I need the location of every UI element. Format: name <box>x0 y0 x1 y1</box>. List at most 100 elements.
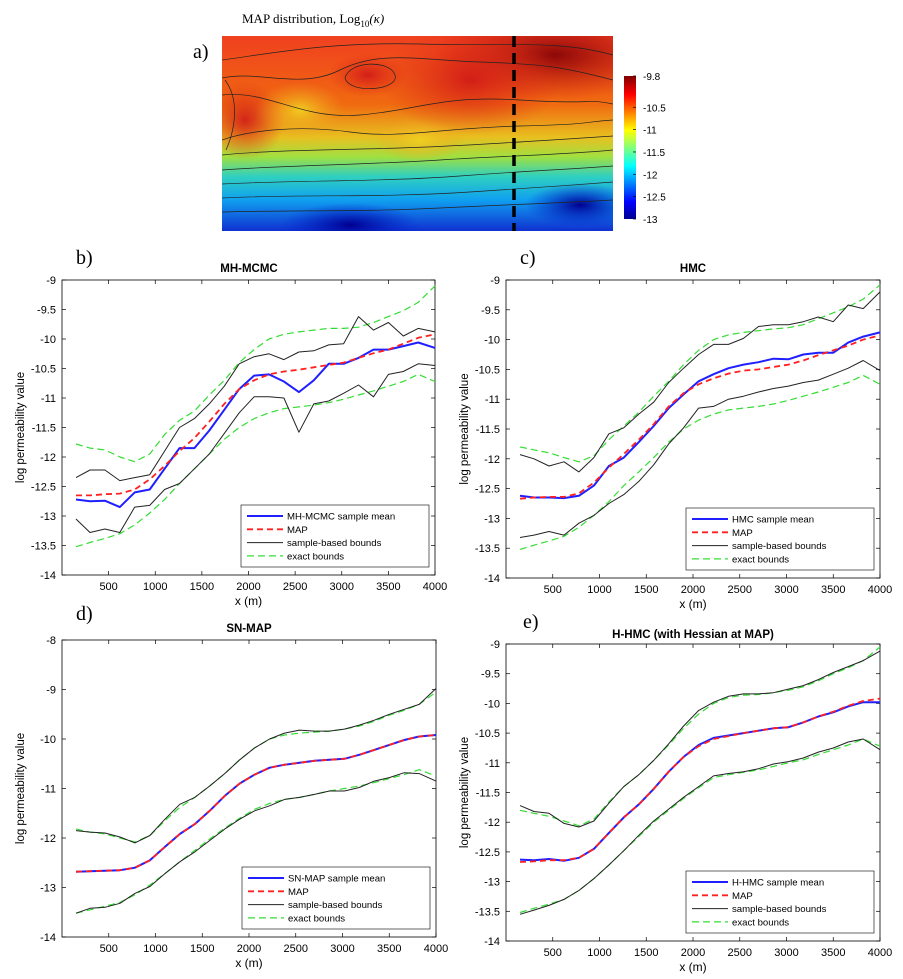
colorbar-scale <box>624 76 636 219</box>
chart-panel-2: c) HMC 500 1000 1500 2000 2500 3000 3500 4000 -9 -9… <box>459 247 892 611</box>
y-tick-label: -13.5 <box>31 541 56 553</box>
y-tick-label: -11.5 <box>32 423 56 435</box>
x-tick-label: 2000 <box>681 947 705 959</box>
y-tick-label: -11.5 <box>476 788 500 800</box>
legend: SN-MAP sample mean MAP sample-based bounds… <box>241 866 431 930</box>
series-line-mean <box>519 331 881 500</box>
x-tick-label: 2500 <box>283 581 307 593</box>
x-tick-label: 1000 <box>587 584 611 596</box>
y-tick-label: -9 <box>490 639 500 651</box>
legend: H-HMC sample mean MAP sample-based bounds e… <box>685 870 875 934</box>
colorbar-tick-label: -11 <box>643 126 657 137</box>
y-axis-label: log permeability value <box>15 733 27 844</box>
y-tick-label: -10.5 <box>475 364 500 376</box>
y-tick-label: -10 <box>40 734 56 746</box>
series-line-exact_bounds <box>519 374 881 550</box>
chart-panel-4: e) H-HMC (with Hessian at MAP) 500 1000 1500… <box>459 611 892 974</box>
y-tick-label: -14 <box>40 570 56 582</box>
x-tick-label: 3000 <box>330 943 354 955</box>
colorbar-tick-label: -12 <box>643 170 658 181</box>
y-tick-label: -10 <box>484 698 500 710</box>
colorbar-tick-label: -11.5 <box>643 148 665 159</box>
series-line-sample_bounds <box>75 316 436 482</box>
x-tick-label: 500 <box>544 947 562 959</box>
y-tick-label: -14 <box>40 932 56 944</box>
series-line-sample_bounds <box>75 363 436 533</box>
chart-title: HMC <box>680 263 706 275</box>
legend-label: sample-based bounds <box>732 904 827 915</box>
y-tick-label: -13.5 <box>475 906 500 918</box>
y-tick-label: -10.5 <box>31 364 56 376</box>
map-field <box>222 36 613 231</box>
x-tick-label: 3000 <box>774 947 798 959</box>
chart-title: MH-MCMC <box>220 263 277 275</box>
y-tick-label: -11 <box>41 393 56 405</box>
legend-label: MH-MCMC sample mean <box>287 512 395 523</box>
legend-label: sample-based bounds <box>288 900 383 911</box>
x-tick-label: 3000 <box>330 581 354 593</box>
x-tick-label: 4000 <box>868 584 892 596</box>
series-line-exact_bounds <box>519 646 881 827</box>
y-tick-label: -9.5 <box>481 305 500 317</box>
y-tick-label: -9.5 <box>37 305 56 317</box>
legend-label: MAP <box>732 891 753 902</box>
y-tick-label: -10.5 <box>475 728 500 740</box>
y-tick-label: -10 <box>40 334 56 346</box>
series-line-sample_bounds <box>519 291 881 473</box>
x-tick-label: 2000 <box>236 581 260 593</box>
y-tick-label: -10 <box>484 335 500 347</box>
y-tick-label: -8 <box>46 635 56 647</box>
x-tick-label: 2000 <box>681 584 705 596</box>
y-tick-label: -13.5 <box>475 543 500 555</box>
panel-a-title: MAP distribution, Log10(κ) <box>242 11 384 29</box>
series-line-sample_bounds <box>519 360 881 538</box>
panel-label: d) <box>76 603 93 625</box>
legend-label: exact bounds <box>287 551 344 562</box>
series-line-mean <box>75 341 436 509</box>
series-line-sample_bounds <box>75 772 437 914</box>
legend-label: MAP <box>732 528 753 539</box>
y-tick-label: -12.5 <box>31 482 56 494</box>
x-tick-label: 3500 <box>377 943 401 955</box>
colorbar-tick-label: -12.5 <box>643 193 666 204</box>
y-tick-label: -11 <box>485 758 500 770</box>
y-tick-label: -11 <box>41 784 56 796</box>
chart-title: H-HMC (with Hessian at MAP) <box>612 629 774 641</box>
x-axis-label: x (m) <box>235 594 262 608</box>
y-tick-label: -9 <box>46 685 56 697</box>
x-tick-label: 1500 <box>634 584 658 596</box>
series-line-map <box>519 334 881 500</box>
x-tick-label: 2500 <box>728 584 752 596</box>
legend-label: MAP <box>287 525 308 536</box>
series-line-exact_bounds <box>75 769 437 914</box>
y-tick-label: -12.5 <box>475 847 500 859</box>
x-tick-label: 2500 <box>728 947 752 959</box>
y-tick-label: -13 <box>484 513 500 525</box>
panel-label: b) <box>76 247 93 269</box>
series-line-exact_bounds <box>519 284 881 463</box>
x-tick-label: 3500 <box>821 947 845 959</box>
series-line-mean <box>519 701 880 862</box>
x-tick-label: 1000 <box>143 943 167 955</box>
legend-label: MAP <box>288 887 309 898</box>
y-tick-label: -13 <box>40 883 56 895</box>
colorbar: -9.8 -10.5 -11 -11.5 -12 -12.5 -13 <box>624 72 666 226</box>
panel-label: c) <box>520 247 536 269</box>
panel-a: a) MAP distribution, Log10(κ) <box>193 11 666 231</box>
y-tick-label: -13 <box>40 511 56 523</box>
series-line-map <box>75 734 437 873</box>
x-axis-label: x (m) <box>679 960 706 974</box>
y-axis-label: log permeability value <box>459 373 471 484</box>
x-tick-label: 500 <box>544 584 562 596</box>
x-tick-label: 1000 <box>587 947 611 959</box>
contour-lines <box>222 43 613 213</box>
x-tick-label: 1000 <box>143 581 167 593</box>
y-tick-label: -12.5 <box>475 484 500 496</box>
colorbar-tick-label: -13 <box>643 215 658 226</box>
legend-label: exact bounds <box>288 913 345 924</box>
y-tick-label: -11.5 <box>476 424 500 436</box>
y-tick-label: -14 <box>484 573 500 585</box>
y-tick-label: -9.5 <box>481 669 500 681</box>
y-axis-label: log permeability value <box>459 737 471 848</box>
